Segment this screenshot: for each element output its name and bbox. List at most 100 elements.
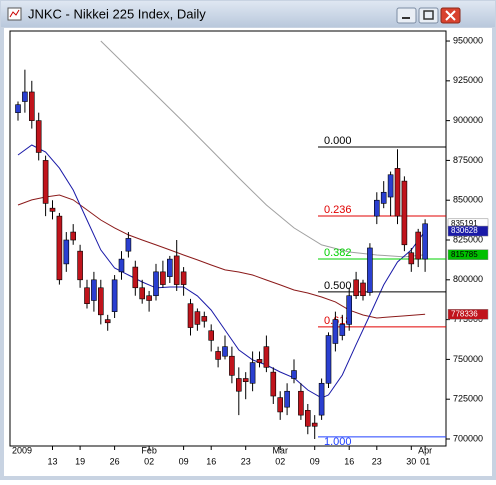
candle-body — [387, 174, 394, 198]
candle-body — [263, 346, 270, 368]
x-tick-label: 01 — [420, 456, 430, 466]
y-tick-label: 725000 — [453, 394, 483, 404]
candle-body — [215, 351, 221, 360]
fib-label: 0.500 — [324, 280, 352, 292]
candle-body — [208, 330, 214, 341]
y-tick-label: 925000 — [453, 75, 483, 85]
candle-body — [98, 287, 104, 316]
candle-body — [353, 279, 359, 297]
candle-body — [35, 120, 42, 153]
candle-body — [304, 410, 311, 427]
candle-body — [22, 91, 28, 102]
candle-body — [415, 231, 422, 260]
candle-body — [284, 390, 290, 408]
candle-body — [298, 390, 304, 416]
candle-body — [111, 279, 118, 312]
x-tick-label: 09 — [179, 456, 189, 466]
candle-body — [194, 311, 201, 325]
x-tick-label: 16 — [344, 456, 354, 466]
candle-body — [180, 271, 187, 285]
candle-body — [367, 247, 373, 293]
candle-body — [236, 378, 242, 392]
candle-body — [160, 271, 166, 285]
y-tick-label: 875000 — [453, 155, 483, 165]
fib-label: 1.000 — [324, 436, 352, 448]
y-tick-label: 850000 — [453, 195, 483, 205]
x-tick-label: 09 — [310, 456, 320, 466]
price-marker — [447, 309, 489, 320]
candle-body — [91, 279, 97, 301]
candle-body — [325, 335, 332, 384]
minimize-button[interactable] — [396, 7, 417, 24]
candle-body — [15, 104, 21, 113]
candle-body — [291, 370, 297, 379]
candle-body — [104, 319, 111, 324]
price-marker — [447, 225, 489, 237]
moving-average — [100, 40, 426, 258]
candle-body — [408, 252, 415, 265]
x-tick-label: 16 — [206, 456, 216, 466]
candle-body — [84, 287, 90, 304]
candle-body — [422, 223, 428, 260]
candle-body — [229, 355, 235, 376]
x-tick-label: 30 — [406, 456, 416, 466]
plot-frame — [9, 30, 447, 447]
candle-body — [167, 258, 173, 277]
price-marker-label: 830628 — [451, 226, 478, 235]
candle-body — [277, 397, 284, 413]
moving-average — [17, 144, 426, 399]
candle-body — [28, 91, 35, 121]
candle-body — [118, 258, 125, 273]
close-glyph — [445, 10, 456, 21]
x-tick-label: 19 — [75, 456, 85, 466]
candle-body — [63, 239, 70, 265]
x-tick-label: 02 — [144, 456, 154, 466]
candle-body — [311, 422, 318, 427]
candle-body — [201, 316, 208, 322]
price-marker-label: 835191 — [451, 219, 478, 228]
candle-body — [332, 319, 339, 344]
y-tick-label: 950000 — [453, 35, 483, 45]
window-title: JNKC - Nikkei 225 Index, Daily — [28, 6, 206, 21]
candle-body — [49, 207, 56, 212]
candle-body — [270, 371, 277, 397]
candle-body — [77, 250, 83, 281]
candle-body — [42, 160, 49, 204]
candle-body — [256, 359, 263, 363]
fib-label: 0.382 — [324, 247, 352, 259]
icon-glyph — [9, 9, 20, 18]
month-label: Apr — [418, 445, 432, 455]
axes: 950000 925000 900000 875000 850000 825000 8000… — [12, 35, 489, 466]
window-buttons[interactable] — [396, 7, 461, 24]
candle-body — [380, 191, 387, 204]
month-label: Feb — [141, 445, 157, 455]
candle-body — [318, 382, 325, 416]
candle-body — [373, 199, 380, 217]
candle-body — [242, 378, 249, 382]
price-marker-label: 815785 — [451, 250, 478, 259]
x-tick-label: 23 — [241, 456, 251, 466]
candle-body — [222, 346, 228, 357]
candle-body — [249, 362, 256, 384]
candle-body — [339, 324, 346, 336]
x-tick-label: 26 — [110, 456, 120, 466]
candle-body — [173, 255, 180, 285]
x-tick-label: 23 — [372, 456, 382, 466]
fib-label: 0.000 — [324, 135, 352, 147]
candle-body — [394, 168, 401, 217]
candle-body — [146, 295, 152, 301]
candle-body — [132, 266, 139, 289]
candle-body — [401, 180, 408, 246]
x-tick-label: 13 — [47, 456, 57, 466]
month-label: 2009 — [12, 445, 32, 455]
fib-label: 0.236 — [324, 204, 352, 216]
candle-body — [56, 215, 63, 281]
y-tick-label: 750000 — [453, 354, 483, 364]
maximize-glyph — [423, 10, 434, 20]
candle-body — [125, 238, 132, 252]
y-tick-label: 800000 — [453, 274, 483, 284]
x-tick-label: 02 — [275, 456, 285, 466]
candle-body — [360, 282, 366, 297]
candle-body — [153, 271, 159, 297]
